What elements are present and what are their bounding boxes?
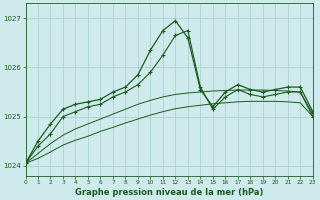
X-axis label: Graphe pression niveau de la mer (hPa): Graphe pression niveau de la mer (hPa) <box>75 188 263 197</box>
